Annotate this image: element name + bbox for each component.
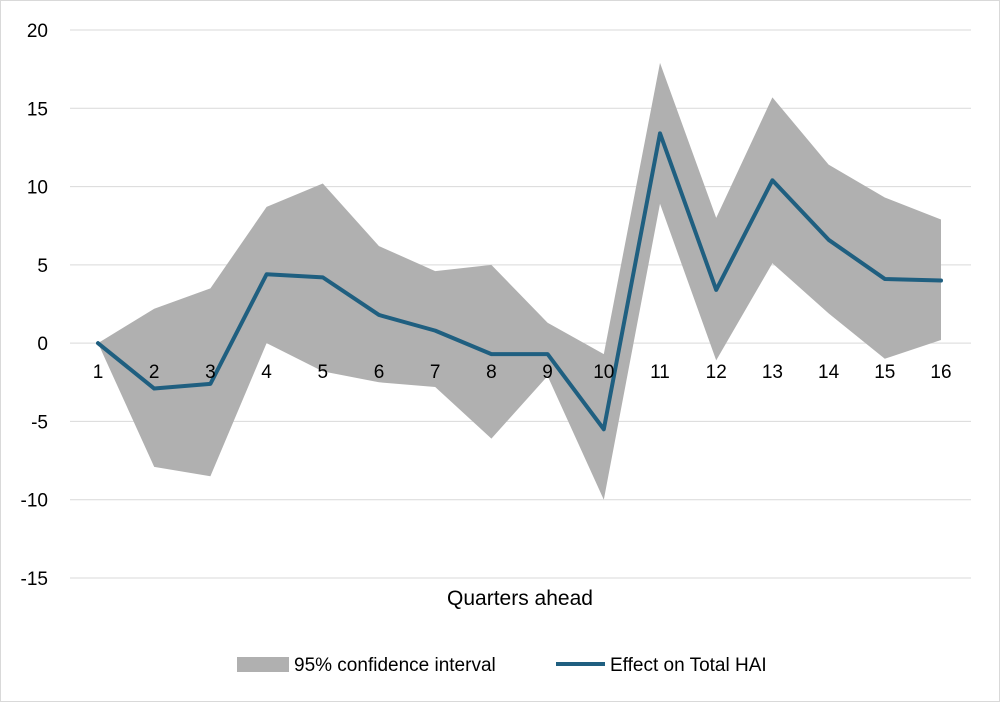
x-tick-labels: 1 2 3 4 5 6 7 8 9 10 11 12 13 14 15 16: [93, 362, 952, 383]
y-tick-label: -5: [31, 412, 48, 433]
y-tick-label: 5: [37, 256, 48, 277]
legend: 95% confidence interval Effect on Total …: [237, 655, 767, 676]
line-point: [97, 342, 99, 344]
x-tick-label: 16: [930, 362, 951, 383]
y-tick-label: -15: [21, 569, 48, 590]
line-point: [490, 353, 492, 355]
x-tick-label: 4: [261, 362, 272, 383]
x-tick-label: 11: [650, 362, 670, 383]
x-tick-label: 10: [593, 362, 614, 383]
x-tick-label: 8: [486, 362, 497, 383]
y-tick-label: 10: [27, 178, 48, 199]
legend-label-line: Effect on Total HAI: [610, 655, 767, 676]
y-tick-label: 15: [27, 99, 48, 120]
line-point: [153, 388, 155, 390]
x-tick-label: 3: [205, 362, 216, 383]
y-tick-labels: -15 -10 -5 0 5 10 15 20: [21, 21, 48, 590]
line-point: [266, 273, 268, 275]
line-point: [547, 353, 549, 355]
line-point: [603, 428, 605, 430]
line-point: [715, 289, 717, 291]
confidence-band: [98, 62, 941, 500]
line-point: [378, 314, 380, 316]
x-tick-label: 5: [318, 362, 329, 383]
x-tick-label: 9: [542, 362, 553, 383]
line-point: [771, 179, 773, 181]
line-point: [322, 276, 324, 278]
line-point: [434, 330, 436, 332]
y-tick-label: 20: [27, 21, 48, 42]
confidence-band-layer: [98, 62, 941, 500]
x-tick-label: 1: [93, 362, 104, 383]
line-point: [828, 239, 830, 241]
line-point: [940, 280, 942, 282]
legend-label-confidence-band: 95% confidence interval: [294, 655, 496, 676]
x-tick-label: 14: [818, 362, 840, 383]
legend-swatch-confidence-band: [237, 657, 289, 672]
y-tick-label: -10: [21, 491, 48, 512]
x-tick-label: 12: [706, 362, 727, 383]
line-point: [209, 383, 211, 385]
x-tick-label: 6: [374, 362, 385, 383]
y-tick-label: 0: [37, 334, 48, 355]
x-tick-label: 2: [149, 362, 160, 383]
x-tick-label: 13: [762, 362, 783, 383]
line-point: [884, 278, 886, 280]
x-axis-title: Quarters ahead: [447, 587, 593, 610]
x-tick-label: 15: [874, 362, 895, 383]
line-point: [659, 132, 661, 134]
x-tick-label: 7: [430, 362, 441, 383]
line-series-layer: [96, 131, 943, 432]
effect-line: [96, 131, 943, 432]
